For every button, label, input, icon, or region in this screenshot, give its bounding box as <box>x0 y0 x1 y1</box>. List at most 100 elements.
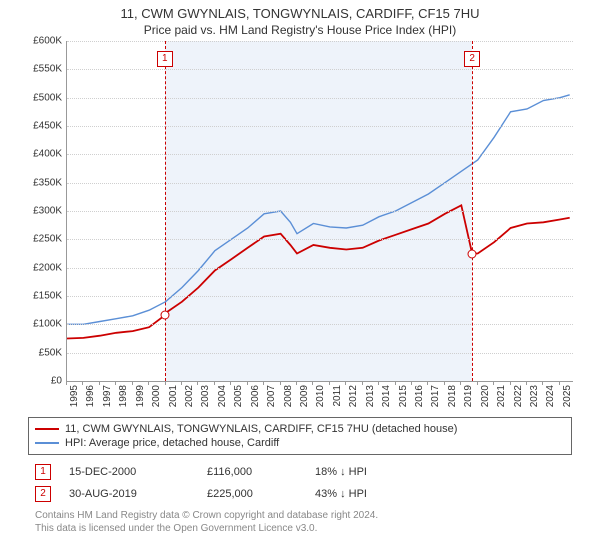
y-axis-label: £600K <box>22 36 62 47</box>
x-axis-label: 2015 <box>398 385 409 407</box>
gridline <box>67 41 573 42</box>
x-axis-label: 2020 <box>480 385 491 407</box>
x-tick <box>378 381 379 385</box>
footer-attribution: Contains HM Land Registry data © Crown c… <box>35 509 565 535</box>
x-tick <box>247 381 248 385</box>
x-axis-label: 2006 <box>250 385 261 407</box>
x-tick <box>66 381 67 385</box>
x-axis-label: 2007 <box>266 385 277 407</box>
gridline <box>67 239 573 240</box>
sale-date: 15-DEC-2000 <box>69 466 189 478</box>
gridline <box>67 183 573 184</box>
x-tick <box>132 381 133 385</box>
gridline <box>67 296 573 297</box>
x-axis-label: 2000 <box>151 385 162 407</box>
sale-price: £225,000 <box>207 488 297 500</box>
x-axis-label: 2012 <box>348 385 359 407</box>
sale-marker-box: 1 <box>157 51 173 67</box>
legend-item-hpi: HPI: Average price, detached house, Card… <box>35 436 565 450</box>
x-tick <box>427 381 428 385</box>
x-axis-label: 2025 <box>562 385 573 407</box>
x-axis-label: 2022 <box>513 385 524 407</box>
sales-row: 2 30-AUG-2019 £225,000 43% ↓ HPI <box>35 483 565 505</box>
y-axis-label: £150K <box>22 291 62 302</box>
x-tick <box>312 381 313 385</box>
x-axis-label: 2003 <box>200 385 211 407</box>
y-axis-label: £50K <box>22 347 62 358</box>
x-axis-label: 1998 <box>118 385 129 407</box>
sales-row: 1 15-DEC-2000 £116,000 18% ↓ HPI <box>35 461 565 483</box>
x-tick <box>559 381 560 385</box>
sale-marker-icon: 2 <box>35 486 51 502</box>
x-tick <box>329 381 330 385</box>
gridline <box>67 268 573 269</box>
legend-item-subject: 11, CWM GWYNLAIS, TONGWYNLAIS, CARDIFF, … <box>35 422 565 436</box>
sale-dot <box>468 249 477 258</box>
sale-vs-hpi: 18% ↓ HPI <box>315 466 425 478</box>
y-axis-label: £550K <box>22 64 62 75</box>
gridline <box>67 211 573 212</box>
x-axis-label: 2023 <box>529 385 540 407</box>
x-tick <box>263 381 264 385</box>
x-axis-label: 2002 <box>184 385 195 407</box>
chart-title-sub: Price paid vs. HM Land Registry's House … <box>0 21 600 41</box>
x-tick <box>181 381 182 385</box>
gridline <box>67 353 573 354</box>
sale-dot <box>160 311 169 320</box>
legend-swatch <box>35 428 59 430</box>
x-axis-label: 2010 <box>315 385 326 407</box>
sale-marker-line <box>472 41 473 381</box>
sale-date: 30-AUG-2019 <box>69 488 189 500</box>
sale-vs-hpi: 43% ↓ HPI <box>315 488 425 500</box>
gridline <box>67 126 573 127</box>
gridline <box>67 154 573 155</box>
x-axis-label: 2004 <box>217 385 228 407</box>
sale-marker-line <box>165 41 166 381</box>
y-axis-label: £0 <box>22 376 62 387</box>
x-tick <box>444 381 445 385</box>
x-tick <box>214 381 215 385</box>
legend-label: 11, CWM GWYNLAIS, TONGWYNLAIS, CARDIFF, … <box>65 423 457 435</box>
x-tick <box>526 381 527 385</box>
gridline <box>67 69 573 70</box>
sale-marker-icon: 1 <box>35 464 51 480</box>
x-tick <box>542 381 543 385</box>
y-axis-label: £450K <box>22 121 62 132</box>
x-tick <box>362 381 363 385</box>
plot-region: 12 <box>66 41 573 382</box>
y-axis-label: £100K <box>22 319 62 330</box>
x-tick <box>510 381 511 385</box>
series-subject <box>67 205 570 338</box>
footer-line: Contains HM Land Registry data © Crown c… <box>35 509 565 522</box>
x-tick <box>395 381 396 385</box>
x-tick <box>280 381 281 385</box>
x-tick <box>345 381 346 385</box>
x-tick <box>411 381 412 385</box>
x-axis-label: 2019 <box>463 385 474 407</box>
x-axis-label: 2011 <box>332 385 343 407</box>
y-axis-label: £350K <box>22 177 62 188</box>
x-axis-label: 1999 <box>135 385 146 407</box>
x-axis-label: 2016 <box>414 385 425 407</box>
x-tick <box>493 381 494 385</box>
sale-price: £116,000 <box>207 466 297 478</box>
x-axis-label: 2021 <box>496 385 507 407</box>
x-tick <box>477 381 478 385</box>
chart-area: 12 £0£50K£100K£150K£200K£250K£300K£350K£… <box>20 41 580 411</box>
x-tick <box>296 381 297 385</box>
x-tick <box>165 381 166 385</box>
x-axis-label: 2017 <box>430 385 441 407</box>
x-tick <box>115 381 116 385</box>
y-axis-label: £400K <box>22 149 62 160</box>
gridline <box>67 98 573 99</box>
x-tick <box>82 381 83 385</box>
x-tick <box>148 381 149 385</box>
y-axis-label: £250K <box>22 234 62 245</box>
x-axis-label: 1997 <box>102 385 113 407</box>
gridline <box>67 324 573 325</box>
x-tick <box>99 381 100 385</box>
legend-label: HPI: Average price, detached house, Card… <box>65 437 279 449</box>
chart-title-address: 11, CWM GWYNLAIS, TONGWYNLAIS, CARDIFF, … <box>0 0 600 21</box>
x-axis-label: 2018 <box>447 385 458 407</box>
y-axis-label: £500K <box>22 92 62 103</box>
